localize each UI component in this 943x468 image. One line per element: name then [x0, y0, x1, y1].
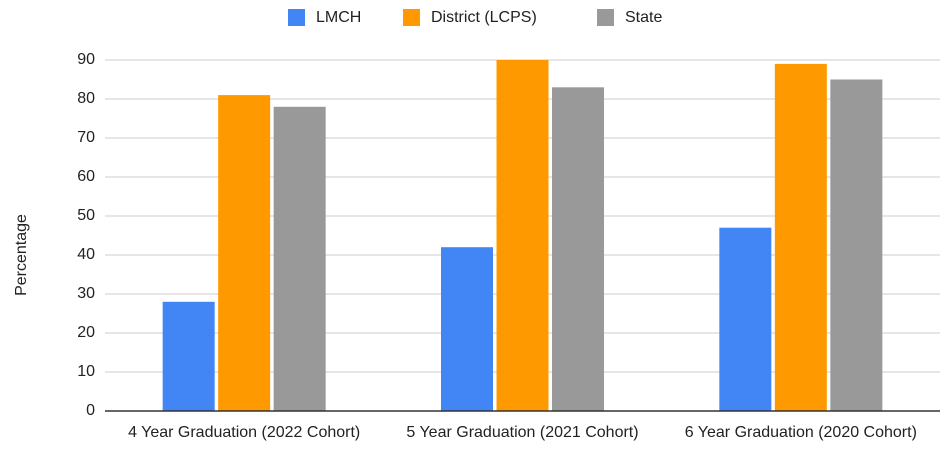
bar: [441, 247, 493, 411]
y-tick-label: 70: [77, 129, 95, 146]
y-tick-label: 20: [77, 324, 95, 341]
x-tick-label: 6 Year Graduation (2020 Cohort): [684, 424, 917, 441]
bar: [774, 63, 827, 412]
legend-label: LMCH: [316, 9, 361, 26]
y-axis-label: Percentage: [13, 214, 30, 296]
bar: [218, 95, 271, 411]
bar: [830, 79, 883, 411]
bar: [496, 60, 549, 411]
y-tick-label: 50: [77, 207, 95, 224]
legend-swatch: [403, 9, 420, 26]
bar: [273, 106, 326, 412]
y-tick-label: 80: [77, 90, 95, 107]
y-tick-label: 30: [77, 285, 95, 302]
legend-swatch: [288, 9, 305, 26]
bar: [719, 227, 772, 411]
y-tick-label: 90: [77, 51, 95, 68]
legend-swatch: [597, 9, 614, 26]
x-tick-label: 4 Year Graduation (2022 Cohort): [128, 424, 361, 441]
y-tick-label: 40: [77, 246, 95, 263]
y-tick-label: 10: [77, 363, 95, 380]
legend-label: State: [625, 9, 662, 26]
y-tick-label: 60: [77, 168, 95, 185]
bar: [552, 87, 604, 412]
y-tick-label: 0: [86, 402, 95, 419]
legend-label: District (LCPS): [431, 9, 537, 26]
x-tick-label: 5 Year Graduation (2021 Cohort): [406, 424, 639, 441]
bar: [162, 301, 215, 411]
